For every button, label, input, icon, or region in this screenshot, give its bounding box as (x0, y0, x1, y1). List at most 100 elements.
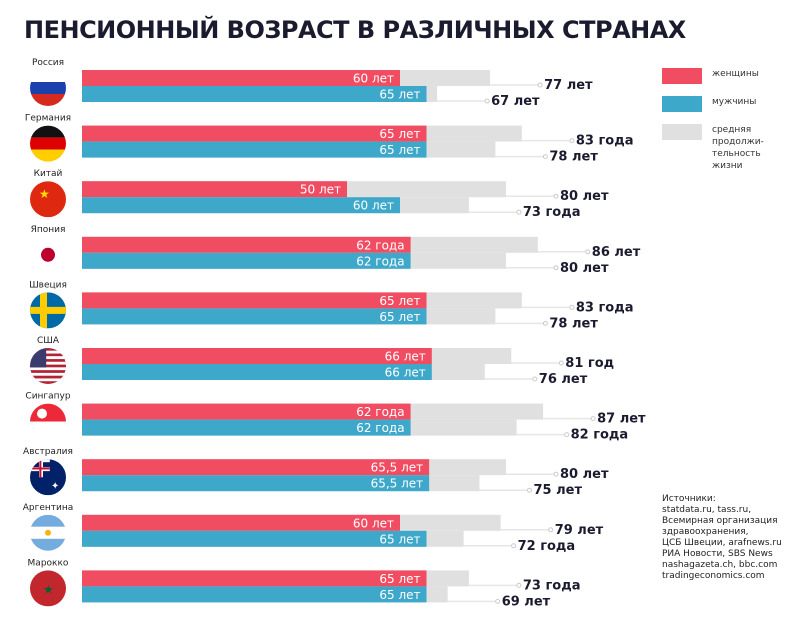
leader-dot (511, 543, 517, 549)
bar-women (82, 125, 427, 142)
flag-part (30, 381, 66, 384)
country-name: США (37, 336, 60, 346)
flag-part (30, 370, 66, 373)
life-label-men: 80 лет (560, 261, 609, 276)
life-label-women: 81 год (565, 356, 614, 371)
flag-part (30, 403, 66, 422)
legend-label-men: мужчины (712, 97, 757, 107)
usa-flag (30, 348, 66, 384)
flag-body (30, 125, 66, 162)
life-label-men: 72 года (518, 539, 576, 554)
bar-women (82, 514, 400, 531)
leader-dot (569, 304, 575, 310)
life-label-women: 73 года (523, 578, 581, 593)
leader-dot (569, 138, 575, 144)
life-label-women: 87 лет (597, 412, 646, 427)
bar-women (82, 403, 411, 420)
morocco-flag (30, 570, 66, 607)
argentina-flag (30, 514, 66, 551)
bar-men (82, 197, 400, 214)
bar-label-men: 62 года (356, 254, 404, 268)
leader-dot (542, 154, 548, 160)
flag-body (30, 348, 66, 384)
leader-dot (548, 527, 554, 533)
country-name: Австралия (23, 447, 73, 457)
life-label-men: 67 лет (491, 94, 540, 109)
bar-men (82, 86, 427, 102)
bar-label-men: 65 лет (379, 310, 420, 324)
flag-part (30, 375, 66, 379)
country-name: Япония (31, 225, 66, 235)
country-name: Германия (25, 114, 71, 124)
legend-label-life: средняя продолжи- тельность жизни (712, 125, 764, 171)
bar-label-men: 65 лет (379, 88, 420, 102)
flag-part (30, 353, 66, 357)
legend-item-life: средняя продолжи- тельность жизни (662, 124, 772, 172)
bar-label-women: 62 года (356, 405, 404, 419)
flag-body (30, 70, 66, 106)
life-label-men: 69 лет (502, 594, 551, 609)
flag-part (30, 367, 66, 371)
flag-part (30, 356, 66, 360)
bar-label-men: 60 лет (353, 199, 394, 213)
flag-body (30, 514, 66, 551)
legend-swatch-women (662, 68, 702, 84)
flag-part (30, 538, 66, 551)
flag-part (30, 372, 66, 376)
singapore-flag (30, 403, 66, 440)
flag-part (30, 364, 66, 368)
flag-part (30, 149, 66, 162)
leader-dot (537, 82, 543, 88)
leader-dot (532, 376, 538, 382)
morocco-star-icon: ★ (43, 582, 54, 596)
leader-dot (542, 320, 548, 326)
flag-body (30, 236, 66, 273)
bar-women (82, 459, 430, 476)
life-label-women: 77 лет (544, 78, 593, 93)
flag-part (30, 70, 66, 82)
life-label-men: 78 лет (549, 150, 598, 165)
legend-swatch-men (662, 96, 702, 112)
leader-dot (553, 193, 559, 199)
argentina-sun-icon (45, 529, 51, 536)
country-name: Швеция (29, 280, 67, 290)
bar-women (82, 570, 427, 587)
legend-swatch-life (662, 124, 702, 140)
leader-dot (553, 471, 559, 477)
bar-label-men: 66 лет (385, 366, 426, 380)
life-label-men: 76 лет (539, 372, 588, 387)
leader-dot (553, 265, 559, 271)
flag-part (30, 361, 66, 365)
bar-women (82, 181, 347, 198)
bar-label-women: 50 лет (300, 183, 341, 197)
life-label-women: 80 лет (560, 467, 609, 482)
bar-men (82, 308, 427, 325)
life-label-women: 80 лет (560, 189, 609, 204)
russia-flag (30, 70, 66, 106)
sweden-flag (30, 292, 66, 329)
bar-label-women: 60 лет (353, 72, 394, 86)
life-label-women: 86 лет (592, 245, 641, 260)
flag-part (30, 514, 66, 527)
flag-part (30, 348, 47, 368)
china-star-icon: ★ (39, 187, 50, 201)
bar-women (82, 292, 427, 309)
flag-part (30, 82, 66, 94)
singapore-moon-icon (37, 408, 47, 419)
japan-flag (30, 236, 66, 273)
life-label-men: 75 лет (534, 483, 583, 498)
bar-label-women: 60 лет (353, 516, 394, 530)
bar-women (82, 236, 411, 253)
country-name: Сингапур (25, 392, 70, 402)
flag-part (30, 348, 66, 351)
leader-dot (590, 416, 596, 422)
leader-dot (558, 360, 564, 366)
bar-label-men: 65 лет (379, 143, 420, 157)
legend-item-men: мужчины (662, 96, 772, 112)
bar-label-women: 65 лет (379, 127, 420, 141)
flag-body (30, 459, 66, 496)
flag-body (30, 292, 66, 329)
life-label-women: 79 лет (555, 523, 604, 538)
